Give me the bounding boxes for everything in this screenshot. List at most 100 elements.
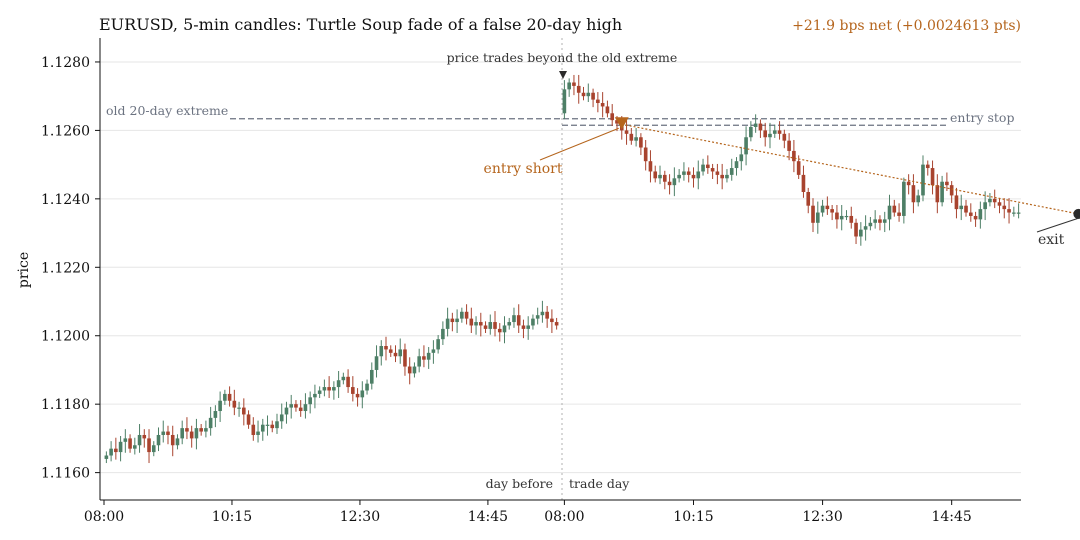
candle (346, 369, 350, 393)
candle (763, 122, 768, 147)
trade-day-label: trade day (569, 476, 630, 491)
y-tick-label: 1.1240 (41, 192, 90, 208)
candle-body (925, 164, 930, 169)
candle (596, 92, 600, 113)
candle (208, 406, 213, 436)
candle-body (830, 209, 834, 213)
candle (535, 307, 540, 325)
candle (768, 122, 772, 149)
candle-body (610, 113, 615, 121)
candle (811, 198, 815, 233)
candle (725, 169, 729, 183)
candle (720, 163, 724, 190)
candle (279, 403, 284, 429)
candle (897, 203, 901, 222)
candle-body (147, 438, 151, 453)
candle-body (902, 181, 906, 216)
candle-body (204, 428, 208, 432)
candle (634, 128, 638, 147)
candle (605, 100, 610, 118)
candle-body (811, 205, 815, 223)
candle-body (270, 424, 275, 429)
candle-body (388, 349, 393, 353)
candle (624, 119, 629, 145)
candle-body (863, 226, 868, 230)
candle (516, 304, 521, 333)
candle (648, 150, 653, 183)
candle (493, 311, 497, 337)
candle-body (407, 366, 412, 374)
candle (450, 312, 455, 332)
candle-body (720, 174, 724, 179)
candle (878, 215, 882, 231)
candle (940, 175, 944, 207)
candle-body (535, 315, 540, 319)
candle-body (667, 181, 672, 186)
candle (567, 78, 571, 97)
candle-body (796, 161, 801, 175)
exit-arrow-line (1036, 217, 1080, 233)
candle (204, 420, 208, 438)
candle-body (825, 205, 830, 210)
candle-body (308, 397, 312, 405)
candle-body (369, 369, 374, 384)
candle-body (959, 205, 964, 210)
candle (868, 216, 873, 231)
candle-body (237, 407, 241, 409)
candle (662, 170, 667, 190)
candle (497, 323, 502, 342)
candle-body (460, 311, 464, 319)
candle-body (336, 380, 341, 388)
candle (422, 345, 426, 368)
candles-layer (104, 74, 1021, 464)
candle-body (729, 168, 734, 175)
candle-body (412, 366, 417, 374)
candle-body (341, 376, 346, 381)
candle-body (123, 438, 128, 442)
candle (701, 158, 705, 176)
candle-body (483, 325, 488, 329)
candle-body (189, 431, 194, 439)
candle (351, 376, 355, 402)
candle-body (739, 154, 744, 162)
candle (374, 345, 379, 378)
candle (332, 381, 336, 400)
candle-body (672, 178, 677, 186)
candle (365, 379, 369, 395)
candle (792, 139, 796, 173)
x-tick-label: 12:30 (340, 509, 380, 525)
candle (445, 307, 450, 337)
candle (336, 370, 341, 399)
candle (265, 415, 270, 436)
candle-body (493, 322, 497, 329)
candle-body (332, 387, 336, 391)
x-tick-label: 14:45 (931, 509, 971, 525)
candle-body (384, 346, 388, 350)
candle (1007, 198, 1011, 224)
candle (782, 129, 787, 149)
candle (1012, 206, 1016, 217)
candle-body (1016, 212, 1021, 214)
candle-body (445, 318, 450, 329)
candle-body (426, 352, 431, 360)
candle-body (218, 400, 222, 412)
candle-body (634, 137, 638, 141)
candle (600, 92, 605, 118)
candle-body (772, 130, 777, 134)
candle-body (393, 352, 398, 357)
candle (739, 146, 744, 171)
candle-body (868, 222, 873, 227)
candle-body (576, 85, 581, 93)
candle (964, 199, 968, 217)
candle-body (648, 161, 653, 172)
candle (360, 381, 365, 409)
candle (289, 394, 294, 419)
candle (327, 376, 331, 399)
candle-body (753, 123, 758, 127)
old-extreme-label: old 20-day extreme (106, 103, 228, 118)
candle-body (906, 181, 911, 186)
candle-body (973, 215, 978, 220)
axes-layer: 1.1160 1.1180 1.1200 1.1220 1.1240 1.1260 1.12… (41, 38, 1021, 525)
candle (147, 429, 151, 464)
